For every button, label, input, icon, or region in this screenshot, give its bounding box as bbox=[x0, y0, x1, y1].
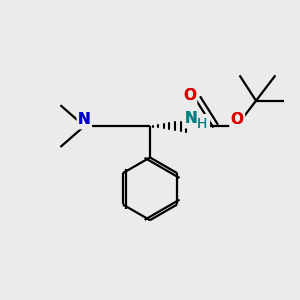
Text: N: N bbox=[78, 112, 91, 127]
Text: N: N bbox=[77, 110, 91, 128]
Text: H: H bbox=[197, 117, 207, 131]
Text: O: O bbox=[231, 112, 244, 127]
Text: H: H bbox=[195, 115, 209, 133]
Text: O: O bbox=[231, 112, 244, 127]
Text: O: O bbox=[183, 88, 196, 103]
Text: N: N bbox=[185, 111, 198, 126]
Text: O: O bbox=[183, 88, 196, 103]
Text: N: N bbox=[78, 112, 91, 127]
Text: O: O bbox=[230, 110, 244, 128]
Text: N: N bbox=[184, 110, 198, 128]
Text: O: O bbox=[182, 86, 197, 104]
Text: N: N bbox=[185, 111, 198, 126]
Text: H: H bbox=[197, 117, 207, 131]
